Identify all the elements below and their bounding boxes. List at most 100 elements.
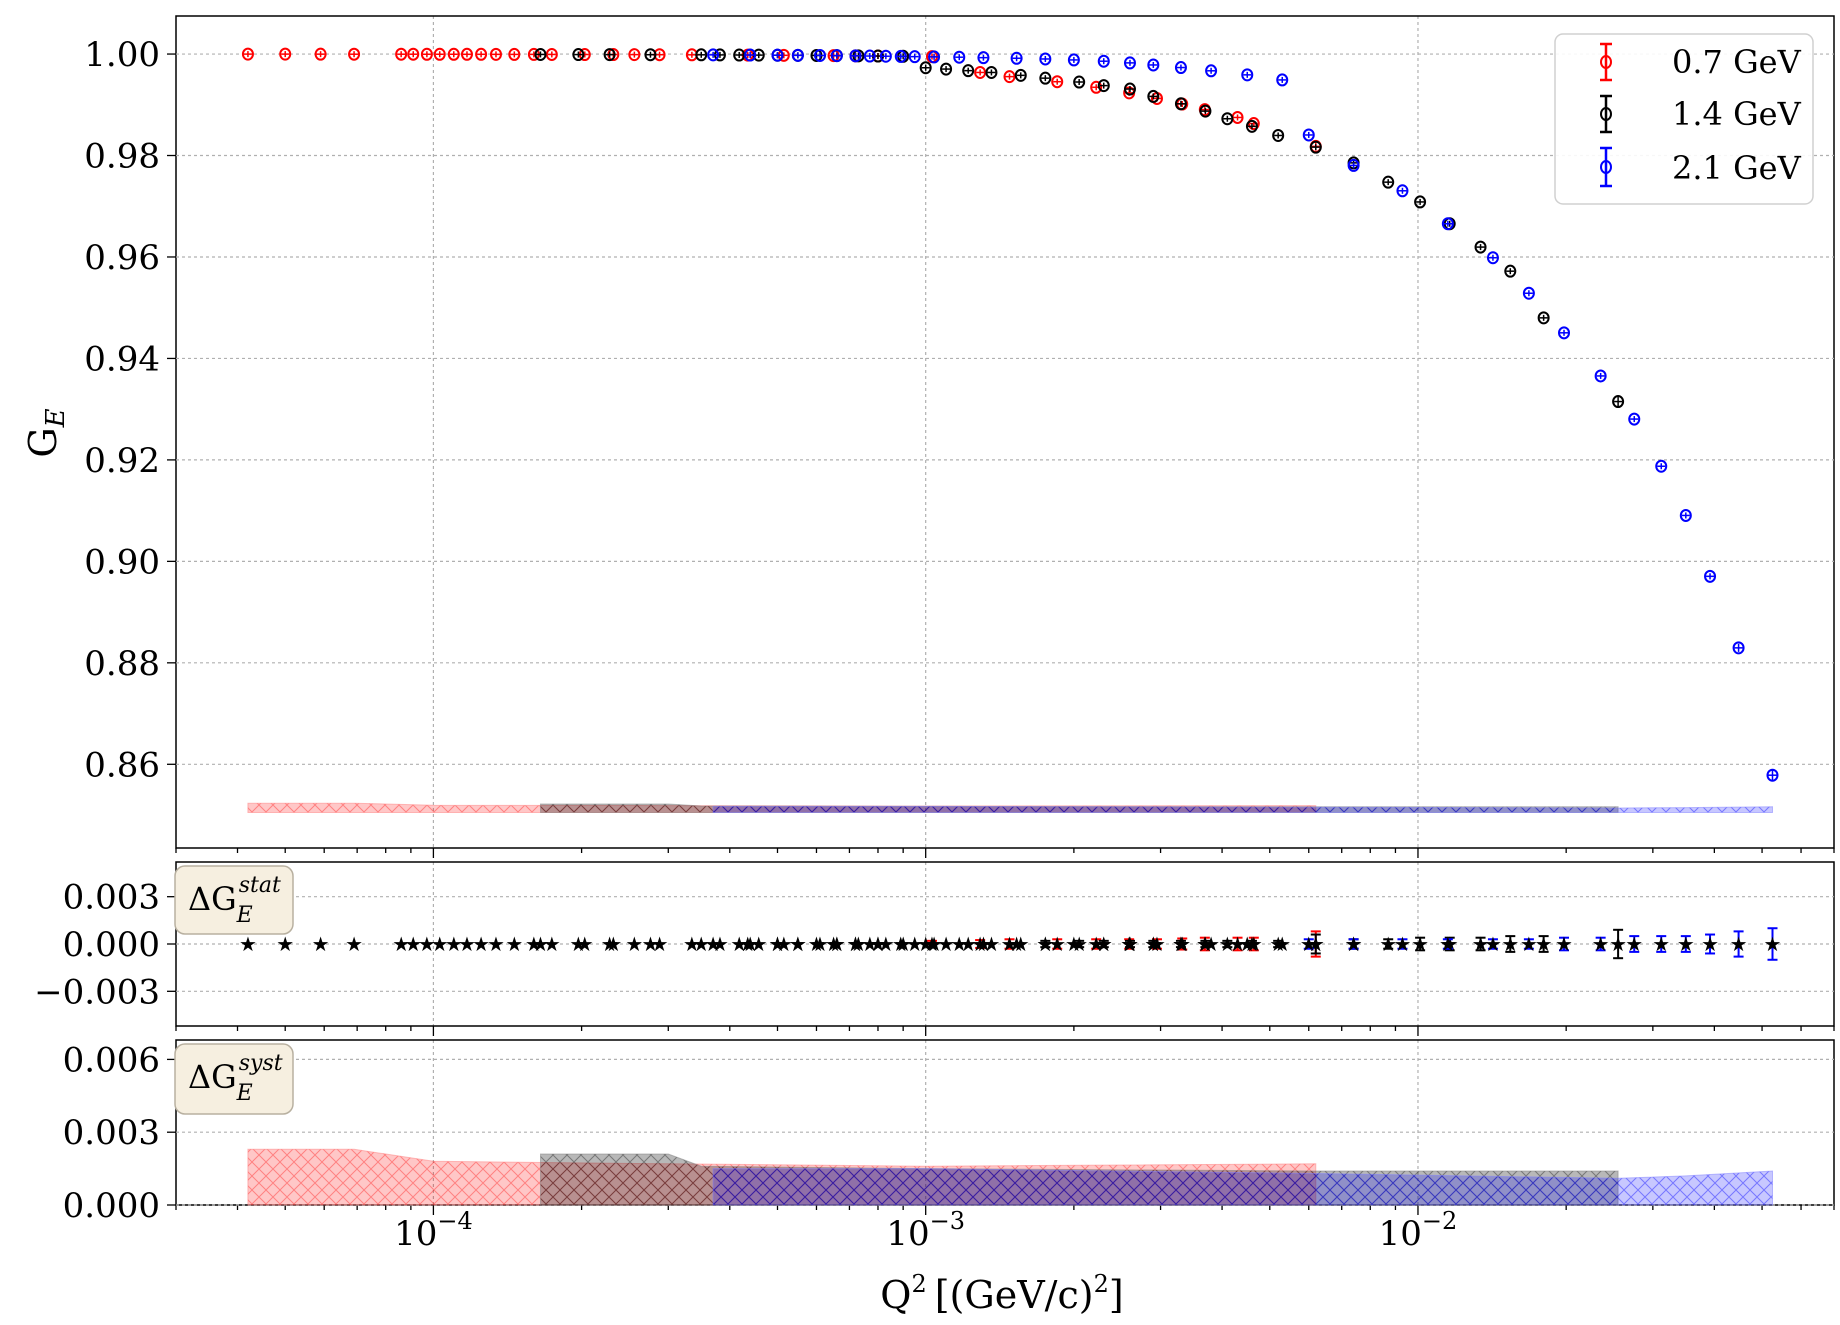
stat-point-2.1-gev: ★: [1652, 932, 1670, 956]
svg-text:★: ★: [531, 932, 549, 956]
stat-point-2.1-gev: ★: [892, 932, 910, 956]
svg-text:★: ★: [345, 932, 363, 956]
data-point-1.4-gev: [644, 48, 657, 62]
y-tick-label: 0.94: [84, 339, 160, 379]
svg-text:★: ★: [789, 932, 807, 956]
svg-text:★: ★: [392, 932, 410, 956]
svg-text:★: ★: [1245, 932, 1263, 956]
svg-text:★: ★: [959, 932, 977, 956]
y-tick-label: 0.90: [84, 542, 160, 582]
stat-point-0.7-gev: ★: [418, 932, 436, 956]
stat-point-1.4-gev: ★: [1196, 932, 1214, 956]
stat-point-2.1-gev: ★: [925, 932, 943, 956]
data-point-2.1-gev: [908, 50, 921, 64]
stat-point-0.7-gev: ★: [971, 932, 989, 956]
stat-point-1.4-gev: ★: [1269, 932, 1287, 956]
data-point-0.7-gev: [628, 48, 641, 62]
data-point-1.4-gev: [695, 48, 708, 62]
stat-point-0.7-gev: ★: [472, 932, 490, 956]
stat-point-2.1-gev: ★: [1677, 932, 1695, 956]
svg-text:★: ★: [1520, 932, 1538, 956]
stat-point-1.4-gev: ★: [1218, 932, 1236, 956]
data-point-1.4-gev: [962, 64, 975, 78]
y-tick-label: 0.000: [63, 1186, 160, 1226]
stat-point-2.1-gev: ★: [1701, 932, 1719, 956]
stat-point-1.4-gev: ★: [1095, 932, 1113, 956]
svg-text:★: ★: [487, 932, 505, 956]
svg-text:★: ★: [846, 932, 864, 956]
data-point-2.1-gev: [814, 48, 827, 62]
stat-point-1.4-gev: ★: [1472, 932, 1490, 956]
data-point-1.4-gev: [733, 48, 746, 62]
svg-text:★: ★: [811, 932, 829, 956]
data-point-1.4-gev: [1382, 175, 1395, 189]
svg-text:★: ★: [276, 932, 294, 956]
svg-text:★: ★: [789, 932, 807, 956]
stat-point-0.7-gev: ★: [625, 932, 643, 956]
data-point-2.1-gev: [1123, 56, 1136, 70]
y-tick-label: −0.003: [34, 972, 160, 1012]
svg-text:★: ★: [1012, 932, 1030, 956]
data-point-2.1-gev: [1010, 51, 1023, 65]
stat-point-2.1-gev: ★: [861, 932, 879, 956]
svg-text:★: ★: [1300, 932, 1318, 956]
svg-text:★: ★: [1535, 932, 1553, 956]
legend-entry-2.1-gev: 2.1 GeV: [1600, 146, 1802, 188]
svg-text:★: ★: [312, 932, 330, 956]
svg-text:★: ★: [1121, 932, 1139, 956]
data-point-1.4-gev: [1612, 395, 1625, 409]
svg-text:★: ★: [641, 932, 659, 956]
svg-text:★: ★: [1393, 932, 1411, 956]
data-point-0.7-gev: [475, 47, 488, 61]
data-point-2.1-gev: [1732, 641, 1745, 655]
stat-point-0.7-gev: ★: [923, 932, 941, 956]
svg-text:★: ★: [982, 932, 1000, 956]
stat-point-2.1-gev: ★: [1300, 932, 1318, 956]
svg-text:★: ★: [692, 932, 710, 956]
data-point-2.1-gev: [1704, 569, 1717, 583]
x-tick-label: 10−3: [886, 1207, 965, 1254]
stat-point-0.7-gev: ★: [458, 932, 476, 956]
svg-text:★: ★: [1555, 932, 1573, 956]
y-tick-label: 0.006: [63, 1040, 160, 1080]
stat-point-0.7-gev: ★: [312, 932, 330, 956]
y-tick-label: 0.003: [63, 1113, 160, 1153]
svg-text:★: ★: [869, 932, 887, 956]
data-point-1.4-gev: [1474, 240, 1487, 254]
data-point-2.1-gev: [1441, 217, 1454, 231]
x-tick-label: 10−4: [394, 1207, 473, 1254]
svg-text:★: ★: [849, 932, 867, 956]
data-point-0.7-gev: [314, 47, 327, 61]
svg-text:★: ★: [1121, 932, 1139, 956]
svg-text:★: ★: [1345, 932, 1363, 956]
svg-text:★: ★: [604, 932, 622, 956]
data-point-2.1-gev: [1302, 128, 1315, 142]
data-point-2.1-gev: [771, 48, 784, 62]
data-point-1.4-gev: [1245, 119, 1258, 133]
data-point-2.1-gev: [1594, 369, 1607, 383]
svg-text:★: ★: [1439, 932, 1457, 956]
x-tick-label: 10−2: [1379, 1207, 1458, 1254]
svg-text:★: ★: [525, 932, 543, 956]
data-point-1.4-gev: [985, 65, 998, 79]
data-point-2.1-gev: [791, 48, 804, 62]
stat-point-2.1-gev: ★: [741, 932, 759, 956]
stat-point-0.7-gev: ★: [1245, 932, 1263, 956]
svg-text:★: ★: [1229, 932, 1247, 956]
data-point-2.1-gev: [879, 49, 892, 63]
svg-text:★: ★: [828, 932, 846, 956]
stat-point-2.1-gev: ★: [1393, 932, 1411, 956]
stat-point-2.1-gev: ★: [906, 932, 924, 956]
legend-entry-0.7-gev: 0.7 GeV: [1600, 42, 1802, 82]
legend: 0.7 GeV 1.4 GeV 2.1 GeV: [1554, 33, 1814, 205]
stat-point-1.4-gev: ★: [711, 932, 729, 956]
stat-point-1.4-gev: ★: [750, 932, 768, 956]
svg-text:★: ★: [1048, 932, 1066, 956]
y-tick-label: 0.86: [84, 745, 160, 785]
stat-point-1.4-gev: ★: [1411, 932, 1429, 956]
svg-text:★: ★: [1652, 932, 1670, 956]
stat-point-2.1-gev: ★: [1764, 927, 1781, 961]
data-point-0.7-gev: [460, 47, 473, 61]
data-point-2.1-gev: [977, 51, 990, 65]
